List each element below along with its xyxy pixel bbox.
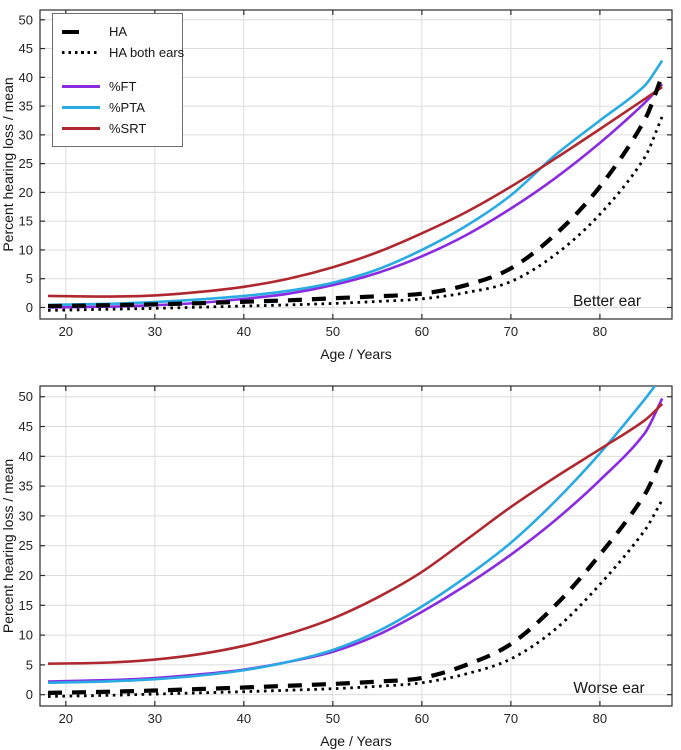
svg-text:35: 35 (19, 479, 33, 494)
svg-text:5: 5 (26, 657, 33, 672)
svg-text:50: 50 (326, 711, 340, 726)
svg-text:25: 25 (19, 156, 33, 171)
svg-text:80: 80 (593, 711, 607, 726)
svg-text:40: 40 (237, 324, 251, 339)
legend-label: %PTA (109, 100, 145, 115)
curve--srt (47, 86, 663, 298)
legend-line-sample (62, 127, 102, 130)
svg-text:20: 20 (59, 711, 73, 726)
svg-text:10: 10 (19, 242, 33, 257)
svg-text:10: 10 (19, 628, 33, 643)
svg-text:30: 30 (148, 324, 162, 339)
svg-text:20: 20 (19, 568, 33, 583)
svg-text:35: 35 (19, 99, 33, 114)
svg-text:15: 15 (19, 598, 33, 613)
curve--srt (47, 402, 664, 665)
svg-text:40: 40 (237, 711, 251, 726)
legend: HA HA both ears %FT %PTA %SRT (52, 13, 184, 147)
svg-text:20: 20 (59, 324, 73, 339)
svg-text:50: 50 (19, 389, 33, 404)
curve-ha (47, 456, 665, 695)
curve--ft (47, 83, 664, 309)
svg-text:5: 5 (26, 271, 33, 286)
svg-text:30: 30 (148, 711, 162, 726)
axis-text: 20 30 40 50 60 70 80 0 5 10 15 20 25 30 35 40 45 50 (19, 12, 608, 339)
worse-ear-panel: 20 30 40 50 60 70 80 0 5 10 15 20 25 30 35 40 45 50 Worse … (0, 385, 673, 749)
legend-label: %SRT (109, 121, 147, 136)
axis-ticks (40, 10, 672, 319)
svg-text:60: 60 (415, 711, 429, 726)
svg-text:80: 80 (593, 324, 607, 339)
svg-text:70: 70 (504, 324, 518, 339)
legend-label: HA both ears (109, 45, 185, 60)
x-axis-label: Age / Years (320, 733, 392, 749)
svg-text:50: 50 (19, 12, 33, 27)
svg-text:30: 30 (19, 508, 33, 523)
legend-item--pta: %PTA (62, 97, 178, 118)
axis-text: 20 30 40 50 60 70 80 0 5 10 15 20 25 30 35 40 45 50 (19, 389, 608, 726)
legend-label: HA (109, 24, 128, 39)
legend-item--ft: %FT (62, 76, 178, 97)
axis-ticks (40, 386, 672, 706)
legend-item--srt: %SRT (62, 118, 178, 139)
legend-item-ha-both-ears: HA both ears (62, 42, 184, 63)
panel-annotation: Worse ear (573, 680, 644, 697)
svg-text:45: 45 (19, 41, 33, 56)
better-ear-panel: 20 30 40 50 60 70 80 0 5 10 15 20 25 30 35 40 45 50 Better… (0, 9, 673, 362)
svg-text:70: 70 (504, 711, 518, 726)
svg-text:50: 50 (326, 324, 340, 339)
svg-text:45: 45 (19, 419, 33, 434)
curves (47, 386, 665, 698)
x-axis-label: Age / Years (320, 346, 392, 362)
svg-text:0: 0 (26, 300, 33, 315)
legend-item-ha: HA (62, 21, 178, 42)
svg-text:25: 25 (19, 538, 33, 553)
y-axis-label: Percent hearing loss / mean (0, 77, 16, 251)
svg-text:20: 20 (19, 185, 33, 200)
svg-text:60: 60 (415, 324, 429, 339)
legend-line-sample (62, 51, 102, 54)
curve-ha (47, 74, 665, 309)
curve-ha-both-ears (47, 499, 664, 698)
legend-line-sample (62, 29, 102, 34)
panel-annotation: Better ear (573, 293, 641, 310)
grid-lines (40, 386, 672, 706)
svg-text:0: 0 (26, 687, 33, 702)
legend-label: %FT (109, 79, 137, 94)
grid-lines (40, 10, 672, 319)
svg-text:30: 30 (19, 127, 33, 142)
svg-text:40: 40 (19, 70, 33, 85)
y-axis-label: Percent hearing loss / mean (0, 459, 16, 633)
curve--pta (47, 386, 657, 685)
curves (47, 59, 665, 312)
svg-text:15: 15 (19, 214, 33, 229)
legend-line-sample (62, 106, 102, 109)
curve--ft (47, 397, 664, 683)
curve--pta (47, 59, 664, 307)
svg-text:40: 40 (19, 449, 33, 464)
legend-line-sample (62, 85, 102, 88)
